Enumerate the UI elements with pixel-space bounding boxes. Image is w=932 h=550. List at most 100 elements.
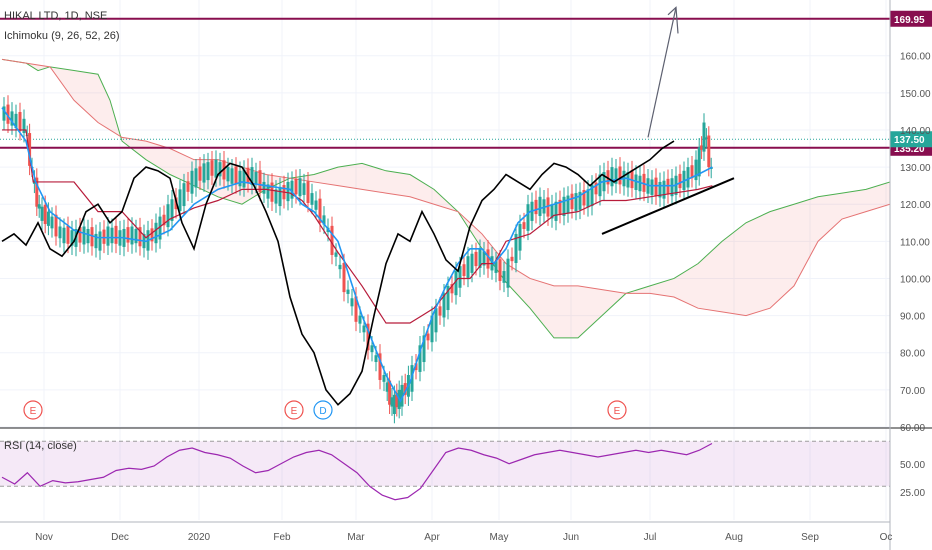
candle-body bbox=[258, 170, 262, 192]
candle-body bbox=[342, 263, 346, 293]
candle-body bbox=[578, 191, 582, 210]
level-label: 135.20 bbox=[894, 144, 925, 155]
candle-body bbox=[150, 228, 154, 242]
projection-arrowhead bbox=[667, 6, 679, 34]
candle-body bbox=[230, 168, 234, 184]
candle-body bbox=[594, 182, 598, 195]
candle-body bbox=[700, 145, 704, 150]
candle-body bbox=[198, 166, 202, 181]
candle-body bbox=[446, 285, 450, 311]
candle-body bbox=[666, 178, 670, 195]
x-tick-label: 2020 bbox=[188, 532, 211, 543]
candle-body bbox=[238, 170, 242, 187]
candle-body bbox=[558, 199, 562, 215]
candle-body bbox=[382, 375, 386, 382]
candle-body bbox=[534, 199, 538, 215]
candle-body bbox=[194, 168, 198, 188]
candle-body bbox=[514, 233, 518, 264]
candle-body bbox=[2, 106, 6, 121]
event-marker-label: E bbox=[30, 406, 37, 417]
x-tick-label: Apr bbox=[424, 532, 440, 543]
candle-body bbox=[470, 253, 474, 273]
candle-body bbox=[154, 222, 158, 244]
candle-body bbox=[158, 216, 162, 240]
event-marker-label: E bbox=[614, 406, 621, 417]
x-tick-label: Oc bbox=[880, 532, 893, 543]
candle-body bbox=[250, 167, 254, 186]
candle-body bbox=[638, 175, 642, 192]
candle-body bbox=[78, 227, 82, 243]
candle-body bbox=[434, 308, 438, 333]
candle-body bbox=[298, 178, 302, 197]
candle-body bbox=[658, 181, 662, 198]
candle-body bbox=[662, 180, 666, 199]
candle-body bbox=[610, 167, 614, 187]
candle-body bbox=[94, 233, 98, 249]
candle-body bbox=[388, 380, 392, 405]
candle-body bbox=[10, 111, 14, 126]
candle-body bbox=[274, 189, 278, 204]
y-tick-label: 110.00 bbox=[900, 237, 930, 248]
candle-body bbox=[370, 345, 374, 353]
candle-body bbox=[226, 167, 230, 182]
candle-body bbox=[330, 225, 334, 255]
candle-body bbox=[582, 189, 586, 206]
candle-body bbox=[414, 363, 418, 371]
candle-body bbox=[646, 178, 650, 194]
candle-body bbox=[614, 168, 618, 184]
candle-body bbox=[526, 204, 530, 231]
candle-body bbox=[202, 163, 206, 183]
candle-body bbox=[385, 382, 389, 392]
candle-body bbox=[694, 159, 698, 181]
candle-body bbox=[502, 271, 506, 283]
candle-body bbox=[278, 186, 282, 207]
x-tick-label: Aug bbox=[725, 532, 743, 543]
candle-body bbox=[426, 333, 430, 341]
candle-body bbox=[190, 170, 194, 194]
candle-body bbox=[626, 172, 630, 188]
cloud-fill bbox=[2, 59, 890, 338]
candle-body bbox=[538, 196, 542, 216]
projection-arrow bbox=[647, 7, 677, 138]
candle-body bbox=[562, 196, 566, 216]
candle-body bbox=[374, 355, 378, 363]
candle-body bbox=[686, 167, 690, 188]
candle-body bbox=[28, 133, 32, 166]
candle-body bbox=[218, 162, 222, 177]
candle-body bbox=[110, 227, 114, 244]
x-tick-label: Mar bbox=[347, 532, 365, 543]
candle-body bbox=[266, 184, 270, 199]
candle-body bbox=[678, 173, 682, 189]
candle-body bbox=[242, 169, 246, 188]
x-tick-label: May bbox=[490, 532, 509, 543]
candle-body bbox=[474, 251, 478, 267]
candle-body bbox=[642, 173, 646, 192]
ichimoku-cloud bbox=[1, 58, 891, 339]
candle-body bbox=[392, 394, 396, 415]
candle-body bbox=[82, 226, 86, 245]
candle-body bbox=[35, 177, 39, 207]
x-tick-label: Sep bbox=[801, 532, 819, 543]
span-b-line bbox=[1, 58, 891, 317]
candle-body bbox=[334, 252, 338, 257]
y-tick-label: 70.00 bbox=[900, 386, 925, 397]
candle-body bbox=[654, 177, 658, 196]
y-tick-label: 160.00 bbox=[900, 52, 931, 63]
level-badge bbox=[890, 10, 932, 27]
candle-body bbox=[102, 229, 106, 244]
candle-body bbox=[66, 225, 70, 244]
candle-body bbox=[322, 215, 326, 225]
level-label: 169.95 bbox=[894, 15, 925, 26]
candle-body bbox=[178, 189, 182, 212]
symbol-title-text: HIKAL LTD, 1D, NSE bbox=[4, 10, 108, 22]
candle-body bbox=[430, 315, 434, 343]
candle-body bbox=[690, 165, 694, 179]
candle-body bbox=[442, 293, 446, 318]
candle-body bbox=[634, 174, 638, 190]
candle-body bbox=[546, 197, 550, 217]
candle-body bbox=[704, 137, 708, 140]
candle-body bbox=[650, 179, 654, 195]
symbol-title: HIKAL LTD, 1D, NSE bbox=[4, 10, 107, 22]
